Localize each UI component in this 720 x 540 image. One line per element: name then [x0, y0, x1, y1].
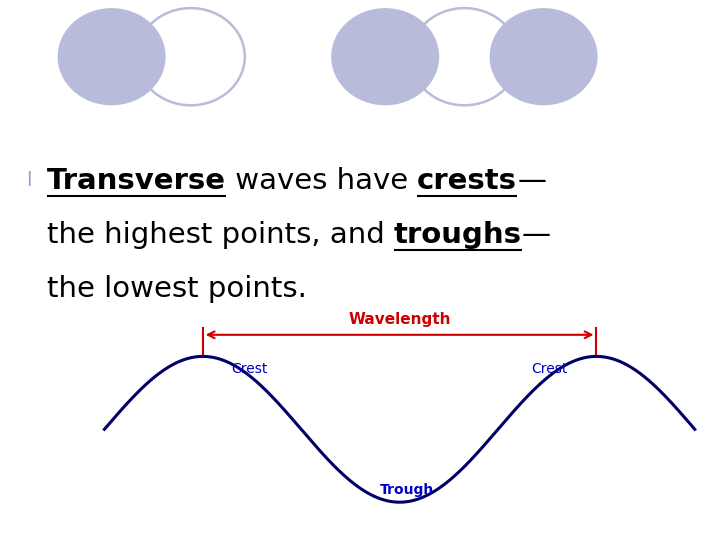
Text: waves have: waves have: [226, 167, 417, 195]
Text: Crest: Crest: [531, 362, 567, 376]
Text: the lowest points.: the lowest points.: [47, 275, 307, 303]
Text: Transverse: Transverse: [47, 167, 226, 195]
Text: crests: crests: [417, 167, 517, 195]
Ellipse shape: [331, 8, 439, 105]
Text: —: —: [522, 221, 551, 249]
Text: Trough: Trough: [379, 483, 434, 497]
Text: l: l: [26, 171, 32, 191]
Text: troughs: troughs: [394, 221, 522, 249]
Ellipse shape: [58, 8, 166, 105]
Text: —: —: [517, 167, 546, 195]
Text: Wavelength: Wavelength: [348, 312, 451, 327]
Text: the highest points, and: the highest points, and: [47, 221, 394, 249]
Ellipse shape: [490, 8, 598, 105]
Text: Crest: Crest: [232, 362, 268, 376]
